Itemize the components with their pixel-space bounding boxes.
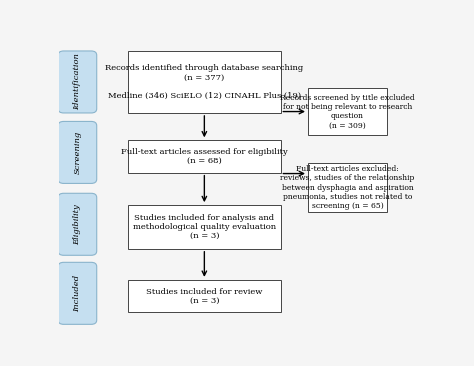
Text: Screening: Screening: [73, 131, 82, 174]
FancyBboxPatch shape: [308, 88, 387, 135]
FancyBboxPatch shape: [58, 262, 97, 324]
Text: Eligibility: Eligibility: [73, 204, 82, 244]
Text: Full-text articles assessed for eligibility
(n = 68): Full-text articles assessed for eligibil…: [121, 148, 288, 165]
FancyBboxPatch shape: [58, 193, 97, 255]
FancyBboxPatch shape: [58, 51, 97, 113]
FancyBboxPatch shape: [58, 122, 97, 183]
FancyBboxPatch shape: [128, 205, 281, 249]
Text: Records screened by title excluded
for not being relevant to research
question
(: Records screened by title excluded for n…: [280, 94, 415, 129]
FancyBboxPatch shape: [128, 51, 281, 113]
Text: Full-text articles excluded:
reviews, studies of the relationship
between dyspha: Full-text articles excluded: reviews, st…: [281, 165, 415, 210]
Text: Records identified through database searching
(n = 377)

Medline (346) SciELO (1: Records identified through database sear…: [105, 64, 303, 100]
FancyBboxPatch shape: [128, 141, 281, 173]
Text: Studies included for review
(n = 3): Studies included for review (n = 3): [146, 288, 263, 305]
FancyBboxPatch shape: [128, 280, 281, 312]
Text: Studies included for analysis and
methodological quality evaluation
(n = 3): Studies included for analysis and method…: [133, 214, 276, 240]
Text: Identification: Identification: [73, 53, 82, 111]
Text: Included: Included: [73, 275, 82, 312]
FancyBboxPatch shape: [308, 163, 387, 212]
